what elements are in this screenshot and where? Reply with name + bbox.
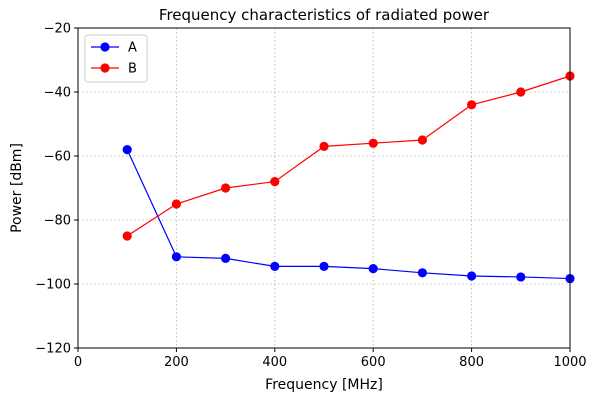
series-line-A xyxy=(126,149,571,280)
axes-frame xyxy=(77,27,571,349)
data-point-A xyxy=(171,252,181,262)
data-point-B xyxy=(516,87,526,97)
y-tick-label: −60 xyxy=(44,150,71,165)
data-point-A xyxy=(516,272,526,282)
data-point-B xyxy=(467,100,477,110)
legend-marker-A xyxy=(100,42,110,52)
y-tick-label: −100 xyxy=(35,278,71,293)
x-axis-label: Frequency [MHz] xyxy=(265,377,383,393)
legend-entry-B: B xyxy=(128,62,137,77)
data-point-A xyxy=(368,264,378,274)
data-point-B xyxy=(221,183,231,193)
y-axis: −120 −100 −80 −60 −40 −20 xyxy=(35,22,78,357)
legend-box xyxy=(84,34,148,83)
y-tick-label: −40 xyxy=(44,86,71,101)
x-tick-label: 600 xyxy=(361,355,386,370)
legend-marker-B xyxy=(100,63,110,73)
data-point-B xyxy=(122,231,132,241)
grid xyxy=(77,27,571,349)
x-tick-label: 1000 xyxy=(553,355,586,370)
chart-title: Frequency characteristics of radiated po… xyxy=(159,6,490,24)
y-axis-label: Power [dBm] xyxy=(9,143,25,233)
data-point-A xyxy=(221,253,231,263)
y-tick-label: −120 xyxy=(35,342,71,357)
y-tick-label: −80 xyxy=(44,214,71,229)
x-tick-label: 200 xyxy=(164,355,189,370)
x-tick-label: 0 xyxy=(74,355,82,370)
data-point-B xyxy=(270,177,280,187)
y-tick-label: −20 xyxy=(44,22,71,37)
data-point-B xyxy=(368,138,378,148)
legend-entry-A: A xyxy=(128,41,137,56)
data-point-A xyxy=(467,271,477,281)
data-point-B xyxy=(319,141,329,151)
plot-area xyxy=(122,71,575,284)
data-point-A xyxy=(270,261,280,271)
data-point-A xyxy=(122,145,132,155)
x-axis: 0 200 400 600 800 1000 xyxy=(74,348,587,370)
legend: AB xyxy=(84,34,148,83)
data-point-B xyxy=(417,135,427,145)
x-tick-label: 800 xyxy=(459,355,484,370)
data-point-B xyxy=(171,199,181,209)
data-point-A xyxy=(417,268,427,278)
series-line-B xyxy=(126,75,571,237)
data-point-A xyxy=(319,261,329,271)
x-tick-label: 400 xyxy=(262,355,287,370)
